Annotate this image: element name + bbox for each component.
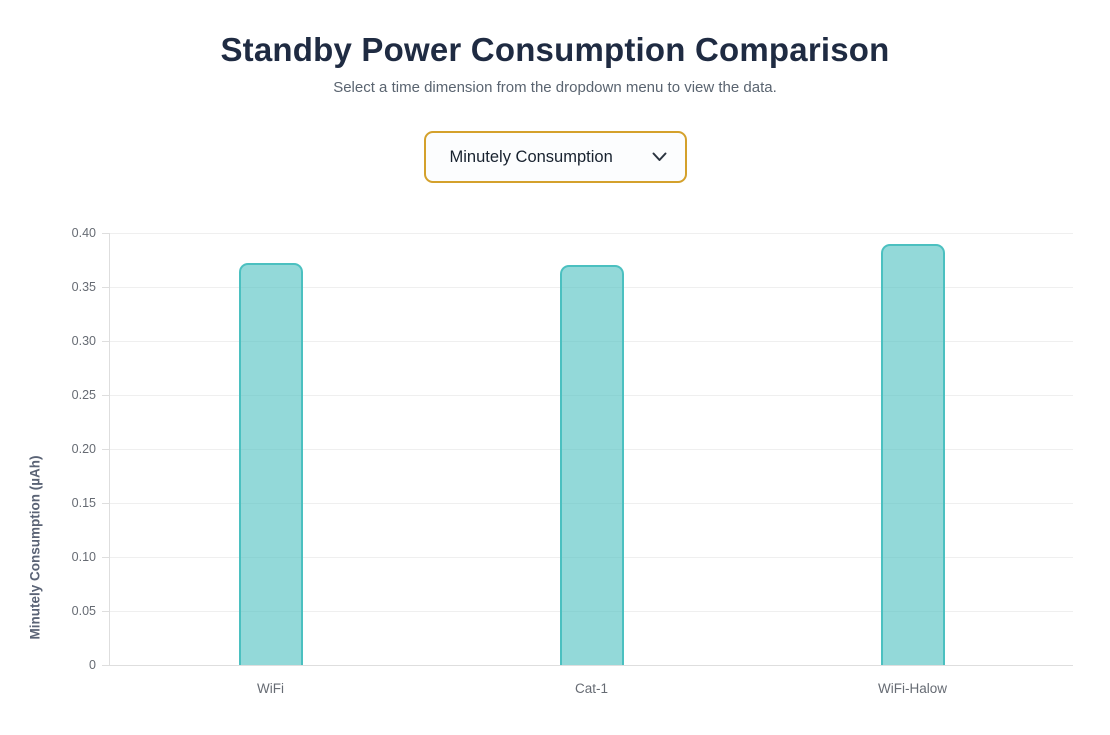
y-tick-label: 0.25	[71, 388, 96, 402]
y-tick-label: 0.15	[71, 496, 96, 510]
y-tick-label: 0.05	[71, 604, 96, 618]
page-subtitle: Select a time dimension from the dropdow…	[333, 79, 777, 96]
y-tick-mark	[102, 233, 110, 234]
y-tick-mark	[102, 611, 110, 612]
gridline	[110, 233, 1073, 234]
chevron-down-icon	[652, 152, 666, 161]
y-tick-label: 0.20	[71, 442, 96, 456]
y-tick-label: 0.10	[71, 550, 96, 564]
x-tick-label: WiFi	[257, 681, 284, 696]
x-axis-line	[110, 665, 1073, 666]
time-dimension-select-value: Minutely Consumption	[449, 147, 613, 166]
plot-area: 0.40 0.35 0.30 0.25 0.20 0.15 0.10 0.05 0 WiFi Cat…	[72, 226, 1073, 696]
x-tick-label: Cat-1	[574, 681, 608, 696]
y-tick-mark	[102, 395, 110, 396]
x-tick-label: WiFi-Halow	[878, 681, 947, 696]
y-tick-label: 0	[89, 658, 96, 672]
page: Standby Power Consumption Comparison Sel…	[0, 0, 1110, 696]
y-tick-label: 0.40	[71, 226, 96, 240]
select-row: Minutely Consumption	[0, 131, 1110, 183]
time-dimension-select[interactable]: Minutely Consumption	[423, 131, 687, 183]
y-tick-mark	[102, 557, 110, 558]
y-tick-mark	[102, 341, 110, 342]
bar-wifi-halow[interactable]	[880, 243, 945, 665]
bar-wifi[interactable]	[238, 263, 303, 665]
y-tick-label: 0.30	[71, 334, 96, 348]
y-tick-mark	[102, 503, 110, 504]
y-tick-mark	[102, 287, 110, 288]
y-tick-mark	[102, 449, 110, 450]
y-axis-title: Minutely Consumption (µAh)	[27, 455, 43, 640]
page-title: Standby Power Consumption Comparison	[220, 31, 890, 68]
standby-power-bar-chart: Minutely Consumption (µAh) 0.40 0.35 0.30 0…	[0, 220, 1110, 735]
y-tick-label: 0.35	[71, 280, 96, 294]
y-tick-mark	[102, 665, 110, 666]
bar-cat-1[interactable]	[559, 265, 624, 665]
